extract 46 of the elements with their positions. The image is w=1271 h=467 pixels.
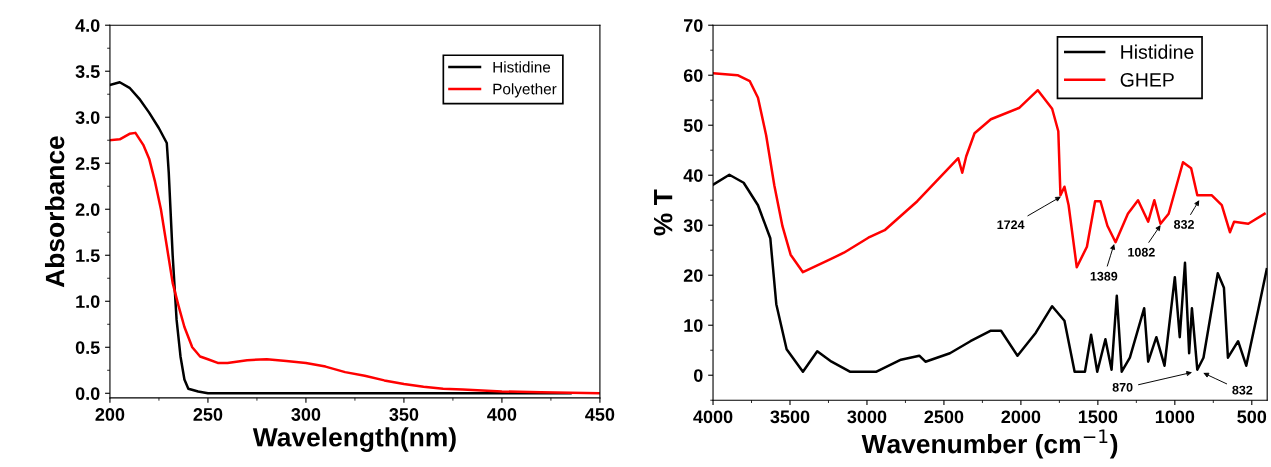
y-tick-label: 1.5 [76, 249, 100, 262]
y-tick-label: 0 [693, 369, 703, 382]
x-tick-label: 250 [193, 408, 223, 421]
y-tick-label: 3.0 [75, 111, 100, 124]
x-tick-label: 1000 [1155, 410, 1195, 424]
y-axis-title: % T [653, 189, 673, 236]
x-tick-label: 1500 [1078, 410, 1118, 424]
y-axis-title: Absorbance [44, 136, 65, 288]
x-tick-label: 400 [487, 408, 517, 421]
x-tick-label: 2000 [1001, 410, 1041, 424]
y-tick-label: 10 [684, 319, 703, 332]
y-tick-label: 40 [683, 169, 703, 182]
x-tick-label: 450 [585, 408, 615, 421]
annotation: 1724 [997, 220, 1025, 230]
annotation: 832 [1173, 220, 1194, 229]
x-tick-label: 300 [291, 408, 321, 421]
x-tick-label: 200 [95, 408, 125, 421]
annotation: 1082 [1128, 247, 1155, 257]
legend-label: Histidine [493, 61, 551, 73]
x-tick-label: 2500 [924, 410, 964, 424]
annotation: 870 [1112, 382, 1133, 392]
y-tick-label: 0.0 [75, 387, 100, 400]
x-axis-title: Wavenumber (cm$^{−1}$) [861, 429, 1118, 459]
y-tick-label: 20 [683, 269, 703, 282]
y-tick-label: 4.0 [75, 19, 100, 32]
y-tick-label: 70 [684, 19, 703, 32]
y-tick-label: 0.5 [75, 341, 100, 354]
x-tick-label: 3500 [770, 410, 810, 424]
y-tick-label: 1.0 [76, 295, 100, 308]
y-tick-label: 60 [683, 69, 703, 82]
y-tick-label: 2.0 [75, 203, 100, 216]
annotation: 1389 [1090, 271, 1118, 281]
y-tick-label: 50 [683, 119, 703, 132]
legend-label: GHEP [1120, 72, 1174, 87]
legend-label: Polyether [493, 83, 557, 98]
line-series [109, 131, 600, 395]
y-tick-label: 3.5 [75, 65, 100, 78]
legend-label: Histidine [1121, 44, 1194, 59]
x-tick-label: 3000 [847, 410, 887, 424]
y-tick-label: 30 [683, 219, 703, 232]
x-tick-label: 4000 [693, 410, 733, 424]
x-tick-label: 500 [1237, 410, 1267, 424]
y-tick-label: 2.5 [75, 157, 100, 170]
annotation: 832 [1232, 385, 1253, 395]
x-axis-title: Wavelength(nm) [252, 427, 456, 452]
x-tick-label: 350 [389, 408, 419, 421]
